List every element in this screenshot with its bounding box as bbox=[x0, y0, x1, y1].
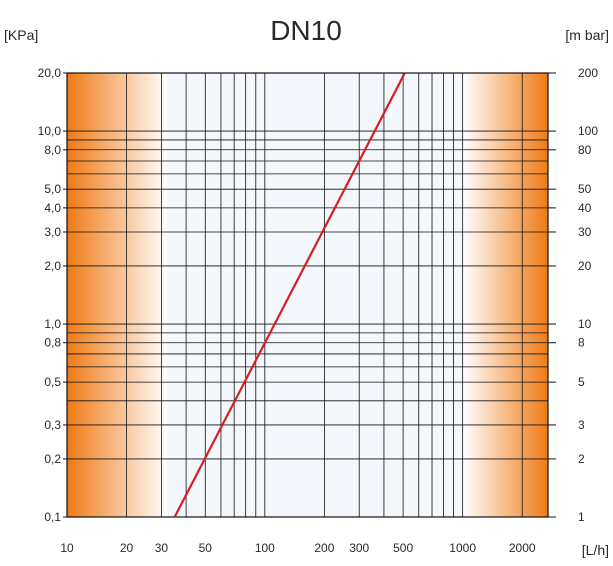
y-tick-label-left: 8,0 bbox=[44, 143, 61, 157]
y-tick-label-right: 10 bbox=[578, 317, 592, 331]
y-tick-label-left: 2,0 bbox=[44, 259, 61, 273]
y-tick-label-left: 4,0 bbox=[44, 201, 61, 215]
left-axis-unit: [KPa] bbox=[4, 27, 38, 43]
plot-band-right bbox=[462, 73, 548, 517]
y-tick-label-left: 5,0 bbox=[44, 182, 61, 196]
series-layer bbox=[173, 72, 406, 518]
y-tick-label-left: 0,8 bbox=[44, 336, 61, 350]
x-tick-label: 20 bbox=[120, 541, 134, 555]
x-tick-label: 300 bbox=[349, 541, 369, 555]
y-tick-label-left: 0,3 bbox=[44, 418, 61, 432]
y-tick-label-left: 20,0 bbox=[38, 66, 62, 80]
y-tick-label-right: 200 bbox=[578, 66, 598, 80]
right-axis-unit: [m bar] bbox=[565, 27, 609, 43]
y-tick-label-right: 20 bbox=[578, 259, 592, 273]
chart-title: DN10 bbox=[270, 15, 342, 46]
tick-labels: 10 20 30 50 100 200 300 500 1000 2000 20,0 10,0 8,0 5… bbox=[38, 66, 599, 555]
y-tick-label-left: 0,1 bbox=[44, 510, 61, 524]
plot-band-left bbox=[67, 73, 167, 517]
x-tick-label: 30 bbox=[155, 541, 169, 555]
x-tick-label: 100 bbox=[255, 541, 275, 555]
y-tick-label-right: 2 bbox=[578, 452, 585, 466]
y-tick-label-left: 1,0 bbox=[44, 317, 61, 331]
y-tick-label-right: 80 bbox=[578, 143, 592, 157]
y-tick-label-right: 30 bbox=[578, 225, 592, 239]
y-tick-label-right: 100 bbox=[578, 124, 598, 138]
y-tick-label-left: 0,2 bbox=[44, 452, 61, 466]
y-tick-label-right: 1 bbox=[578, 510, 585, 524]
y-tick-label-right: 8 bbox=[578, 336, 585, 350]
x-tick-label: 2000 bbox=[509, 541, 536, 555]
grid bbox=[66, 72, 548, 518]
y-tick-label-left: 0,5 bbox=[44, 375, 61, 389]
x-tick-label: 200 bbox=[314, 541, 334, 555]
x-tick-label: 1000 bbox=[449, 541, 476, 555]
plot-frame bbox=[66, 72, 549, 518]
y-tick-label-right: 3 bbox=[578, 418, 585, 432]
y-tick-label-right: 40 bbox=[578, 201, 592, 215]
x-tick-label: 50 bbox=[199, 541, 213, 555]
x-tick-label: 10 bbox=[60, 541, 74, 555]
y-tick-label-right: 50 bbox=[578, 182, 592, 196]
x-axis-unit: [L/h] bbox=[582, 542, 609, 558]
y-tick-label-left: 3,0 bbox=[44, 225, 61, 239]
y-tick-label-right: 5 bbox=[578, 375, 585, 389]
series-line bbox=[173, 72, 406, 518]
y-tick-label-left: 10,0 bbox=[38, 124, 62, 138]
x-tick-label: 500 bbox=[393, 541, 413, 555]
